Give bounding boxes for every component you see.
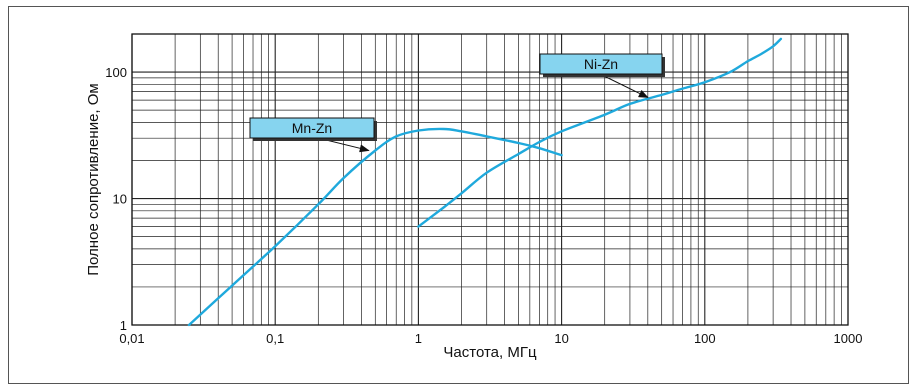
- tick-labels: 0,01 0,1 1 10 100 1000 1 10 100: [105, 65, 862, 346]
- series-line-ni-zn: [417, 37, 783, 228]
- plot-area-border: [131, 33, 849, 326]
- callout-label: Ni-Zn: [584, 56, 618, 72]
- callout-box: [249, 117, 375, 139]
- y-tick-label: 1: [120, 318, 127, 333]
- series-layer: [187, 37, 783, 327]
- x-tick-label: 1: [415, 331, 422, 346]
- x-tick-label: 1000: [834, 331, 863, 346]
- y-tick-label: 100: [105, 65, 127, 80]
- grid: [131, 33, 848, 326]
- callout-ni-zn: Ni-Zn: [539, 53, 665, 98]
- x-tick-label: 0,1: [266, 331, 284, 346]
- callout-label: Mn-Zn: [292, 120, 332, 136]
- x-tick-label: 100: [694, 331, 716, 346]
- x-tick-label: 0,01: [119, 331, 144, 346]
- callout-box: [539, 53, 663, 75]
- series-line-mn-zn: [187, 127, 563, 327]
- x-tick-label: 10: [554, 331, 568, 346]
- y-axis-label: Полное сопротивление, Ом: [85, 83, 102, 275]
- callouts: Mn-Zn Ni-Zn: [249, 53, 665, 153]
- callout-arrow: [599, 73, 649, 98]
- y-tick-label: 10: [113, 192, 127, 207]
- x-axis-label: Частота, МГц: [443, 344, 537, 361]
- callout-mn-zn: Mn-Zn: [249, 117, 377, 153]
